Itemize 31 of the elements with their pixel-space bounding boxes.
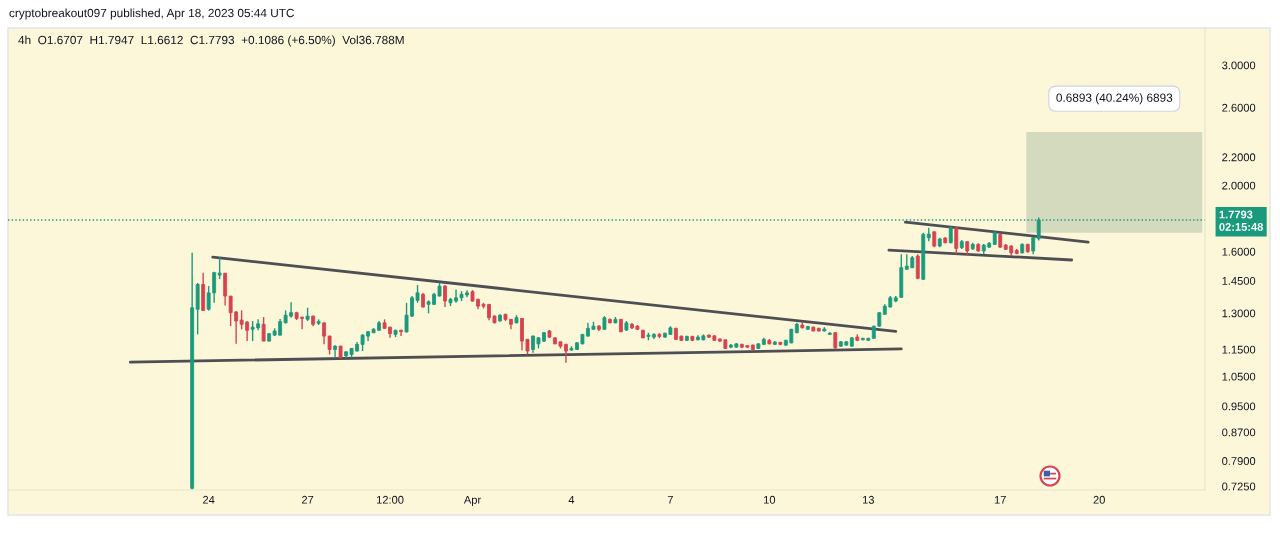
x-tick-label: 13: [862, 495, 874, 504]
annotation: 0.6893 (40.24%) 6893: [1056, 93, 1173, 105]
candlestick: [915, 253, 920, 281]
y-tick-label: 2.6000: [1222, 103, 1256, 112]
y-tick-label: 0.9500: [1222, 402, 1256, 411]
x-tick-label: 24: [203, 495, 215, 504]
y-tick-label: 1.6000: [1222, 247, 1256, 256]
x-tick-label: 17: [994, 495, 1006, 504]
y-tick-label: 0.8700: [1222, 428, 1256, 437]
x-tick-label: 20: [1093, 495, 1105, 504]
candlestick: [261, 316, 266, 342]
x-tick-label: 4: [568, 495, 575, 504]
y-tick-label: 1.1500: [1222, 345, 1256, 354]
x-tick-label: 10: [764, 495, 776, 504]
y-tick-label: 0.7250: [1222, 482, 1256, 491]
y-tick-label: 2.2000: [1222, 153, 1256, 162]
candlestick: [443, 284, 447, 308]
x-tick-label: 27: [301, 495, 314, 504]
text: cryptobreakout097 published, Apr 18, 2023 05:44 UTC: [9, 8, 295, 20]
y-tick-label: 1.3000: [1222, 309, 1256, 318]
y-tick-label: 0.7900: [1222, 457, 1256, 465]
y-tick-label: 3.0000: [1222, 61, 1256, 70]
y-tick-label: 2.0000: [1222, 181, 1256, 190]
text: 4h O1.6707 H1.7947 L1.6612 C1.7793 +0.1086 (+6.50%) Vol36.788M: [18, 35, 404, 47]
x-tick-label: Apr: [463, 495, 481, 506]
ref-line-label: 1.7793 02:15:48: [1219, 210, 1264, 231]
y-tick-label: 1.4500: [1222, 277, 1256, 285]
x-tick-label: 7: [667, 495, 673, 504]
x-tick-label: 12:00: [377, 495, 404, 504]
y-tick-label: 1.0500: [1222, 372, 1256, 381]
candlestick: [954, 226, 959, 256]
